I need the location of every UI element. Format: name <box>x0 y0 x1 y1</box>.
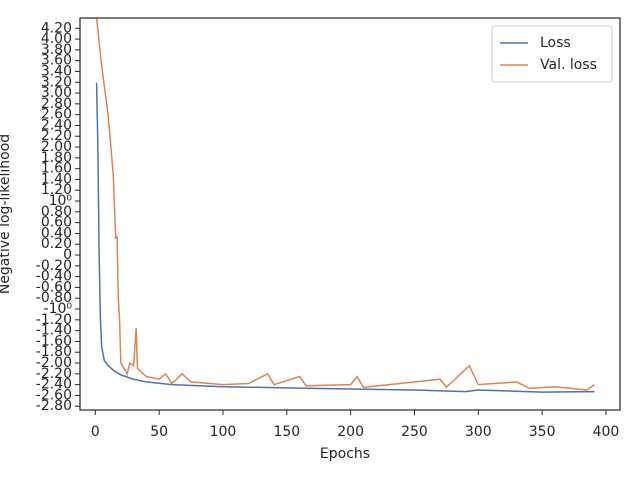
y-tick-label: 0.20 <box>41 236 72 252</box>
y-tick-label: -2.20 <box>36 366 72 382</box>
y-tick-label: 3.00 <box>41 85 72 101</box>
y-tick-label: 1.80 <box>41 150 72 166</box>
y-tick-label: -0.60 <box>36 279 72 295</box>
legend-label: Val. loss <box>540 57 597 73</box>
y-tick-label: -0.40 <box>36 269 72 285</box>
x-tick-label: 250 <box>401 424 428 440</box>
y-tick-label: -0.20 <box>36 258 72 274</box>
y-tick-label: -1.60 <box>36 333 72 349</box>
x-tick-label: 400 <box>593 424 620 440</box>
y-tick-label: 2.80 <box>41 96 72 112</box>
x-tick-label: 50 <box>150 424 168 440</box>
series-line <box>95 82 595 393</box>
x-tick-label: 100 <box>210 424 237 440</box>
x-tick-label: 150 <box>273 424 300 440</box>
y-tick-label: -0.80 <box>36 290 72 306</box>
x-tick-label: 200 <box>337 424 364 440</box>
y-tick-label: 1.60 <box>41 161 72 177</box>
y-tick-label: 2.40 <box>41 117 72 133</box>
y-tick-label: -1.20 <box>36 312 72 328</box>
y-tick-label: 0.60 <box>41 215 72 231</box>
y-tick-label: 1.40 <box>41 171 72 187</box>
y-tick-label: -2.80 <box>36 398 72 414</box>
y-tick-label: -1.80 <box>36 344 72 360</box>
y-tick-label: -2.40 <box>36 377 72 393</box>
legend-box <box>491 25 613 83</box>
x-tick-label: 0 <box>91 424 100 440</box>
y-tick-label: -2.00 <box>36 355 72 371</box>
y-tick-label: 2.00 <box>41 139 72 155</box>
y-tick-label: -1.40 <box>36 323 72 339</box>
y-tick-label: 0 <box>63 247 72 263</box>
legend-label: Loss <box>540 35 571 51</box>
y-tick-label: 2.20 <box>41 128 72 144</box>
x-axis-label: Epochs <box>320 446 370 462</box>
y-tick-label: 3.80 <box>41 42 72 58</box>
y-tick-label: 0.40 <box>41 225 72 241</box>
y-tick-label: 3.40 <box>41 63 72 79</box>
y-tick-label: -10⁰ <box>44 301 73 317</box>
y-tick-label: 10⁰ <box>49 193 73 209</box>
y-tick-label: 1.20 <box>41 182 72 198</box>
y-axis-label: Negative log-likelihood <box>0 134 13 294</box>
y-tick-label: 3.20 <box>41 74 72 90</box>
y-tick-label: 3.60 <box>41 53 72 69</box>
y-tick-label: -2.60 <box>36 387 72 403</box>
y-tick-label: 2.60 <box>41 107 72 123</box>
x-tick-label: 300 <box>465 424 492 440</box>
y-tick-label: 4.20 <box>41 20 72 36</box>
plot-frame <box>79 17 621 411</box>
y-tick-label: 4.00 <box>41 31 72 47</box>
y-tick-label: 0.80 <box>41 204 72 220</box>
x-tick-label: 350 <box>529 424 556 440</box>
series-line <box>95 17 595 391</box>
